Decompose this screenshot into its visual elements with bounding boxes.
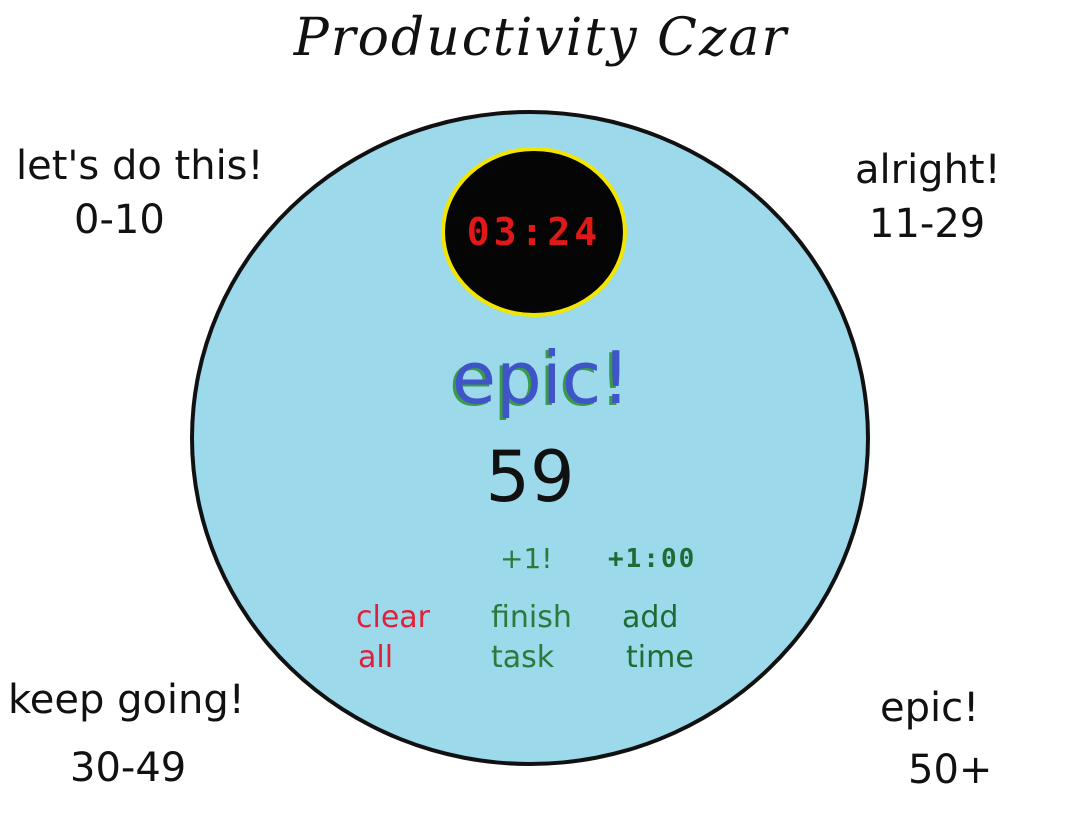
tier-epic: epic! 50+	[880, 684, 992, 794]
tier-low-label: let's do this!	[16, 143, 264, 189]
finish-task-label-2: task	[491, 640, 555, 675]
plus-one-indicator[interactable]: +1!	[500, 542, 553, 575]
finish-task-label-1: finish	[491, 600, 572, 635]
clear-all-button[interactable]: clear all	[356, 598, 430, 678]
tier-mid: alright! 11-29	[855, 146, 1001, 248]
add-time-label-2: time	[626, 640, 694, 675]
tier-low-range: 0-10	[74, 197, 165, 243]
score-value: 59	[485, 436, 575, 518]
clear-all-label-2: all	[358, 640, 394, 675]
tier-high: keep going! 30-49	[8, 676, 245, 792]
tier-low: let's do this! 0-10	[16, 142, 264, 244]
plus-time-indicator[interactable]: +1:00	[608, 544, 697, 574]
finish-task-button[interactable]: finish task	[491, 598, 572, 678]
add-time-label-1: add	[622, 600, 679, 635]
tier-epic-label: epic!	[880, 685, 980, 731]
add-time-button[interactable]: add time	[622, 598, 694, 678]
tier-high-label: keep going!	[8, 677, 245, 723]
tier-high-range: 30-49	[70, 745, 187, 791]
countdown-timer: 03:24	[441, 147, 627, 317]
app-title: Productivity Czar	[293, 8, 789, 68]
tier-epic-range: 50+	[908, 747, 993, 793]
tier-mid-label: alright!	[855, 147, 1001, 193]
tier-mid-range: 11-29	[869, 201, 986, 247]
timer-display: 03:24	[466, 210, 602, 254]
rank-label: epic!	[451, 336, 631, 420]
clear-all-label-1: clear	[356, 600, 431, 635]
